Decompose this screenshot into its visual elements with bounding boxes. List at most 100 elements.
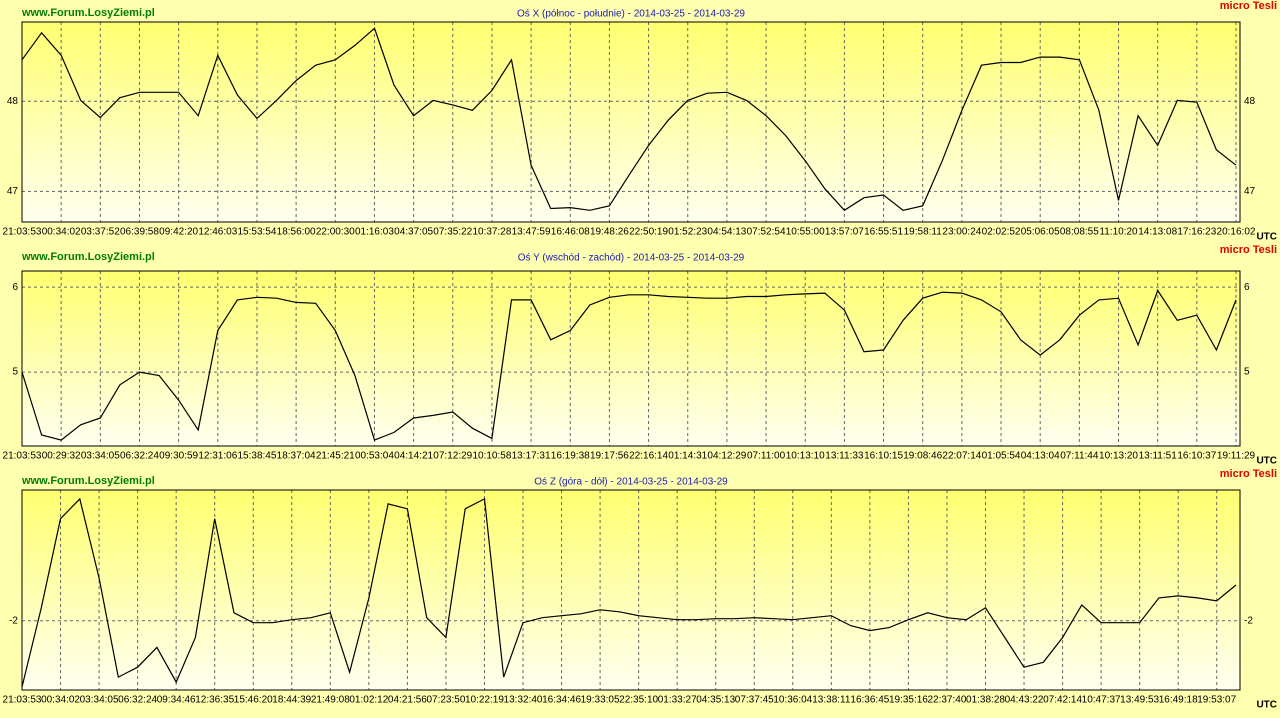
- x-tick-label: 22:16:14: [629, 451, 668, 462]
- x-tick-label: 13:11:51: [1139, 451, 1178, 462]
- x-tick-label: 09:34:46: [157, 695, 196, 706]
- x-tick-label: 18:37:04: [277, 451, 316, 462]
- x-tick-label: 10:13:20: [1099, 451, 1138, 462]
- y-tick-label: 5: [12, 367, 18, 378]
- x-tick-label: 05:06:05: [1021, 227, 1060, 238]
- x-tick-label: 10:13:10: [786, 451, 825, 462]
- data-line: [21, 497, 1237, 688]
- x-tick-label: 22:50:19: [629, 227, 668, 238]
- x-tick-label: 01:52:23: [668, 227, 707, 238]
- x-tick-label: 16:10:37: [1177, 451, 1216, 462]
- x-tick-label: 13:38:11: [812, 695, 851, 706]
- brand: micro Tesli: [1220, 0, 1277, 12]
- x-tick-label: 19:53:07: [1197, 695, 1236, 706]
- x-tick-label: 21:49:08: [311, 695, 350, 706]
- x-tick-label: 07:37:45: [735, 695, 774, 706]
- x-tick-label: 13:49:53: [1120, 695, 1159, 706]
- x-tick-label: 16:34:46: [542, 695, 581, 706]
- x-tick-label: 07:35:22: [433, 227, 472, 238]
- x-tick-label: 22:37:40: [927, 695, 966, 706]
- x-tick-label: 23:00:24: [942, 227, 981, 238]
- x-tick-label: 19:17:56: [590, 451, 629, 462]
- y-tick-label-right: 47: [1244, 186, 1256, 197]
- x-tick-label: 16:49:18: [1159, 695, 1198, 706]
- y-tick-label-right: 6: [1244, 282, 1250, 293]
- x-tick-label: 09:30:59: [159, 451, 198, 462]
- x-tick-label: 15:53:54: [237, 227, 276, 238]
- x-axis-label: UTC: [1256, 232, 1277, 243]
- x-tick-label: 16:36:45: [850, 695, 889, 706]
- x-tick-label: 06:39:58: [120, 227, 159, 238]
- x-tick-label: 04:43:22: [1005, 695, 1044, 706]
- x-tick-label: 04:54:13: [707, 227, 746, 238]
- x-tick-label: 19:33:05: [581, 695, 620, 706]
- x-tick-label: 12:46:03: [198, 227, 237, 238]
- x-tick-label: 10:47:37: [1082, 695, 1121, 706]
- x-tick-label: 12:36:35: [195, 695, 234, 706]
- y-tick-label: 6: [12, 282, 18, 293]
- x-tick-label: 04:37:05: [394, 227, 433, 238]
- x-tick-label: 04:14:21: [394, 451, 433, 462]
- x-tick-label: 16:46:08: [551, 227, 590, 238]
- x-tick-label: 19:08:46: [903, 451, 942, 462]
- x-tick-label: 19:58:11: [904, 227, 943, 238]
- watermark: www.Forum.LosyZiemi.pl: [21, 251, 155, 263]
- data-line: [21, 289, 1237, 441]
- x-tick-label: 03:34:05: [80, 695, 119, 706]
- x-tick-label: 10:22:19: [465, 695, 504, 706]
- x-tick-label: 22:35:10: [619, 695, 658, 706]
- x-tick-label: 18:56:00: [277, 227, 316, 238]
- x-tick-label: 21:03:53: [3, 227, 42, 238]
- watermark: www.Forum.LosyZiemi.pl: [21, 475, 155, 487]
- x-tick-label: 07:42:14: [1043, 695, 1082, 706]
- x-tick-label: 21:03:53: [3, 451, 42, 462]
- x-tick-label: 12:31:06: [198, 451, 237, 462]
- x-tick-label: 21:45:21: [316, 451, 355, 462]
- x-axis-label: UTC: [1256, 456, 1277, 467]
- x-tick-label: 13:57:07: [825, 227, 864, 238]
- x-tick-label: 09:42:20: [159, 227, 198, 238]
- x-tick-label: 04:13:04: [1021, 451, 1060, 462]
- x-tick-label: 10:55:00: [786, 227, 825, 238]
- plot-border: [21, 21, 1241, 223]
- watermark: www.Forum.LosyZiemi.pl: [21, 7, 155, 19]
- x-tick-label: 07:11:00: [747, 451, 786, 462]
- brand: micro Tesli: [1220, 244, 1277, 256]
- x-tick-label: 00:53:04: [355, 451, 394, 462]
- y-tick-label-right: -2: [1244, 615, 1253, 626]
- x-tick-label: 07:11:44: [1060, 451, 1099, 462]
- x-tick-label: 10:36:04: [773, 695, 812, 706]
- x-tick-label: 06:32:24: [118, 695, 157, 706]
- x-tick-label: 04:21:56: [388, 695, 427, 706]
- chart-title: Oś X (północ - południe) - 2014-03-25 - …: [517, 9, 745, 20]
- x-tick-label: 13:17:31: [512, 451, 551, 462]
- y-tick-label-right: 48: [1244, 96, 1256, 107]
- plot-area: [22, 490, 1240, 690]
- x-tick-label: 01:16:03: [355, 227, 394, 238]
- x-tick-label: 10:37:28: [472, 227, 511, 238]
- x-tick-label: 01:33:27: [658, 695, 697, 706]
- x-tick-label: 19:48:26: [590, 227, 629, 238]
- x-tick-label: 01:02:12: [349, 695, 388, 706]
- x-tick-label: 04:12:29: [707, 451, 746, 462]
- y-tick-label-right: 5: [1244, 367, 1250, 378]
- x-tick-label: 19:35:16: [889, 695, 928, 706]
- x-tick-label: 22:00:30: [316, 227, 355, 238]
- x-tick-label: 02:02:52: [982, 227, 1021, 238]
- plot-border: [21, 489, 1241, 691]
- x-tick-label: 10:10:58: [472, 451, 511, 462]
- x-tick-label: 08:08:55: [1060, 227, 1099, 238]
- x-tick-label: 07:23:50: [426, 695, 465, 706]
- y-tick-label: 48: [7, 96, 19, 107]
- x-tick-label: 16:10:15: [864, 451, 903, 462]
- chart-title: Oś Z (góra - dół) - 2014-03-25 - 2014-03…: [534, 477, 728, 488]
- x-tick-label: 06:32:24: [120, 451, 159, 462]
- x-tick-label: 22:07:14: [942, 451, 981, 462]
- x-tick-label: 13:32:40: [504, 695, 543, 706]
- x-tick-label: 01:05:54: [982, 451, 1021, 462]
- x-tick-label: 17:16:23: [1177, 227, 1216, 238]
- x-tick-label: 00:29:32: [42, 451, 81, 462]
- x-tick-label: 03:34:05: [81, 451, 120, 462]
- plot-area: [22, 271, 1240, 446]
